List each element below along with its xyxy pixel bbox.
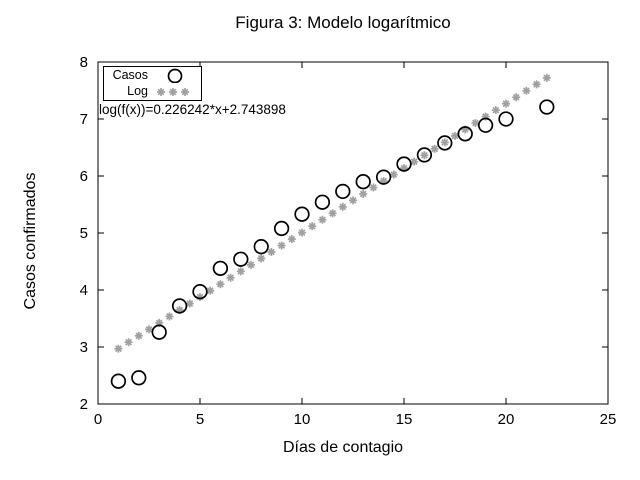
- data-point-circle: [539, 99, 555, 115]
- data-point-circle: [192, 284, 208, 300]
- fit-point-asterisk: [236, 267, 245, 276]
- asterisk-marker-icon: [157, 88, 189, 96]
- fit-point-asterisk: [542, 73, 551, 82]
- legend-entry-casos: Casos: [104, 68, 201, 83]
- fit-point-asterisk: [114, 344, 123, 353]
- fit-point-asterisk: [420, 151, 429, 160]
- data-point-circle: [294, 206, 310, 222]
- fit-point-asterisk: [196, 293, 204, 302]
- data-point-circle: [171, 298, 188, 314]
- y-axis-label: Casos confirmados: [22, 172, 39, 310]
- legend-label-casos: Casos: [112, 68, 148, 82]
- fit-point-asterisk: [522, 86, 531, 95]
- y-tick-label: 6: [80, 168, 88, 185]
- fit-point-asterisk: [349, 196, 357, 205]
- x-tick-label: 5: [196, 411, 204, 428]
- x-tick-label: 0: [94, 411, 102, 428]
- fit-point-asterisk: [216, 280, 225, 289]
- fit-point-asterisk: [169, 88, 177, 96]
- fit-point-asterisk: [145, 325, 153, 334]
- fit-point-asterisk: [502, 99, 510, 108]
- fit-point-asterisk: [157, 88, 165, 96]
- fit-point-asterisk: [451, 131, 459, 140]
- fit-point-asterisk: [247, 260, 255, 269]
- fit-point-asterisk: [491, 106, 500, 115]
- fit-point-asterisk: [430, 144, 439, 153]
- data-point-circle: [253, 239, 269, 255]
- y-tick-label: 2: [80, 396, 88, 413]
- data-point-circle: [131, 370, 147, 386]
- x-axis-label: Días de contagio: [282, 439, 404, 456]
- fit-point-asterisk: [308, 222, 317, 231]
- data-point-circle: [396, 156, 412, 172]
- data-point-circle: [314, 194, 331, 210]
- data-point-circle: [273, 220, 290, 237]
- y-tick-label: 7: [80, 111, 88, 128]
- fit-point-asterisk: [165, 312, 174, 321]
- fit-point-asterisk: [134, 331, 143, 340]
- y-tick-label: 5: [80, 225, 88, 242]
- data-point-circle: [212, 260, 229, 276]
- data-point-circle: [498, 111, 514, 127]
- x-tick-label: 20: [498, 411, 515, 428]
- chart-title: Figura 3: Modelo logarítmico: [235, 13, 451, 32]
- fit-point-asterisk: [359, 189, 368, 198]
- fit-point-asterisk: [318, 215, 327, 224]
- x-tick-label: 15: [396, 411, 413, 428]
- data-point-circle: [355, 174, 371, 190]
- fit-point-asterisk: [287, 235, 296, 244]
- fit-point-asterisk: [328, 209, 337, 218]
- fit-point-asterisk: [206, 286, 215, 295]
- data-point-circle: [416, 147, 433, 163]
- fit-point-asterisk: [532, 80, 541, 89]
- x-tick-label: 10: [294, 411, 311, 428]
- fit-point-asterisk: [257, 254, 266, 263]
- fit-point-asterisk: [298, 228, 306, 237]
- fit-point-asterisk: [124, 338, 133, 347]
- fit-point-asterisk: [267, 247, 276, 256]
- data-point-circle: [110, 373, 127, 389]
- fit-point-asterisk: [440, 138, 449, 147]
- fit-point-asterisk: [226, 273, 235, 282]
- fit-point-asterisk: [410, 157, 419, 166]
- y-tick-label: 3: [80, 339, 88, 356]
- data-point-circle: [477, 117, 494, 133]
- data-point-circle: [151, 324, 167, 340]
- x-tick-label: 25: [600, 411, 617, 428]
- legend-label-log: Log: [127, 84, 148, 98]
- fit-point-asterisk: [181, 88, 189, 96]
- data-point-circle: [437, 135, 453, 151]
- fit-equation-label: log(f(x))=0.226242*x+2.743898: [99, 102, 286, 117]
- data-point-circle: [375, 169, 392, 185]
- data-point-circle: [457, 126, 473, 142]
- fit-point-asterisk: [277, 241, 286, 250]
- y-tick-label: 8: [80, 54, 88, 71]
- y-tick-label: 4: [80, 282, 88, 299]
- open-circle-marker-icon: [167, 68, 183, 83]
- data-point-circle: [233, 251, 249, 267]
- fit-point-asterisk: [338, 202, 347, 211]
- fit-point-asterisk: [471, 119, 480, 128]
- legend-entry-log: Log: [104, 84, 201, 99]
- fit-point-asterisk: [389, 170, 398, 179]
- fit-point-asterisk: [369, 183, 378, 192]
- fit-point-asterisk: [512, 93, 521, 102]
- data-point-circle: [335, 183, 351, 200]
- legend-box: Casos Log: [103, 66, 202, 101]
- fit-point-asterisk: [185, 299, 194, 308]
